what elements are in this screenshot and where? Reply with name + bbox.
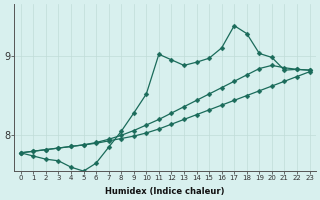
X-axis label: Humidex (Indice chaleur): Humidex (Indice chaleur) [105,187,225,196]
